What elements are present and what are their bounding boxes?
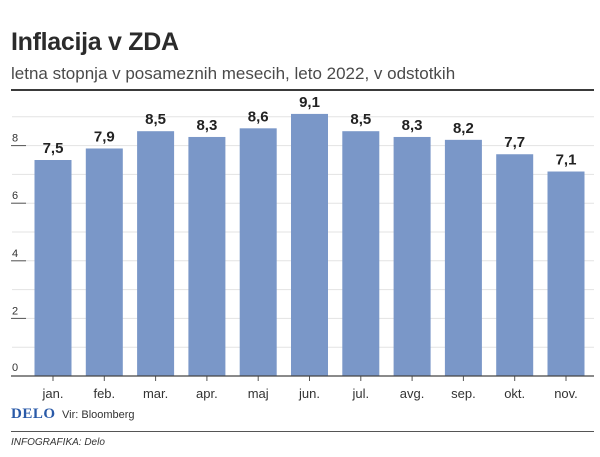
- bar-value-label: 7,5: [43, 140, 64, 157]
- x-tick-label: jan.: [42, 386, 64, 401]
- bar: [496, 154, 534, 376]
- x-tick-label: nov.: [554, 386, 578, 401]
- bar: [444, 139, 482, 376]
- x-tick-label: mar.: [143, 386, 168, 401]
- bar-value-label: 8,5: [145, 111, 166, 128]
- bar-value-label: 7,7: [504, 134, 525, 151]
- y-tick-label: 0: [12, 362, 18, 374]
- bar-value-label: 8,6: [248, 108, 269, 125]
- x-tick-label: sep.: [451, 386, 476, 401]
- bar-value-label: 8,3: [196, 117, 217, 134]
- chart-title: Inflacija v ZDA: [11, 28, 179, 56]
- x-tick-label: avg.: [400, 386, 425, 401]
- x-tick-label: feb.: [93, 386, 115, 401]
- y-tick-label: 6: [12, 190, 18, 202]
- infographic-credit: INFOGRAFIKA: Delo: [11, 437, 105, 448]
- x-tick-label: okt.: [504, 386, 525, 401]
- bar: [34, 160, 72, 376]
- footer-divider: [11, 431, 594, 432]
- delo-logo: DELO: [11, 406, 56, 422]
- x-tick-label: jul.: [351, 386, 369, 401]
- bar: [547, 171, 585, 376]
- y-axis-ticks: 0 2 4 6 8: [11, 133, 26, 374]
- bar-value-label: 7,9: [94, 128, 115, 145]
- y-tick-label: 8: [12, 133, 18, 145]
- bar: [85, 148, 123, 376]
- bar-value-label: 8,5: [350, 111, 371, 128]
- bar-value-label: 9,1: [299, 94, 320, 111]
- value-labels: 7,5 7,9 8,5 8,3 8,6 9,1 8,5 8,3 8,2 7,7 7,1: [43, 94, 577, 169]
- bar: [342, 131, 380, 376]
- x-tick-label: maj: [248, 386, 269, 401]
- bar-value-label: 7,1: [556, 152, 577, 169]
- bar-value-label: 8,3: [402, 117, 423, 134]
- bar: [188, 136, 226, 376]
- bar: [393, 136, 431, 376]
- bar: [137, 131, 175, 376]
- chart-subtitle: letna stopnja v posameznih mesecih, leto…: [11, 64, 456, 83]
- y-tick-label: 2: [12, 305, 18, 317]
- bar: [239, 128, 277, 376]
- x-tick-label: jun.: [298, 386, 320, 401]
- y-tick-label: 4: [12, 248, 18, 260]
- title-divider: [11, 89, 594, 91]
- bar: [291, 113, 328, 377]
- bars: [34, 113, 585, 377]
- bar-value-label: 8,2: [453, 120, 474, 137]
- bar-chart: 7,57,98,5 8,38,69,18,5 8,3 8,27,77,1 02468 …: [11, 94, 594, 401]
- x-axis-ticks: jan. feb. mar. apr. maj jun. jul. avg. sep. okt. n…: [42, 376, 578, 401]
- x-tick-label: apr.: [196, 386, 218, 401]
- source-note: Vir: Bloomberg: [62, 409, 135, 421]
